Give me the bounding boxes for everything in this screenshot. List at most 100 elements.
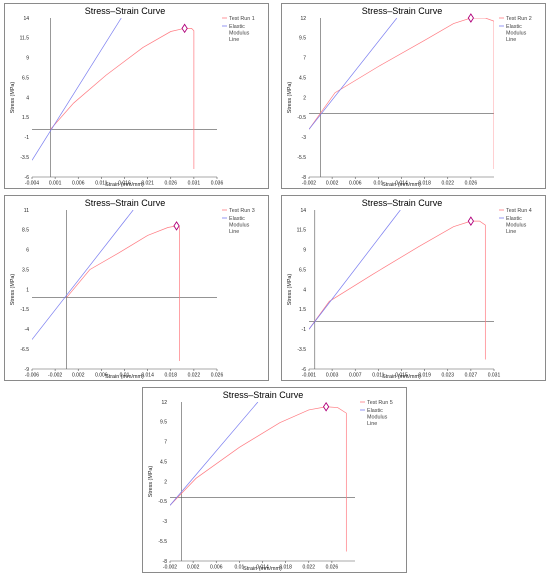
y-tick-label: 4 [26,95,29,101]
y-tick-label: 9.5 [299,36,306,42]
peak-marker [322,401,330,412]
legend-label-elastic: Modulus [229,30,250,36]
peak-marker [467,13,475,23]
legend-label-test-run: Test Run 2 [506,16,532,22]
x-tick-label: 0.011 [372,373,384,379]
y-tick-label: -3 [302,135,307,141]
legend-label-elastic: Elastic [506,24,522,30]
chart-svg: Stress–Strain Curve 14 11.5 9 6.5 4 1.5 -1 -3.5 -… [10,6,255,188]
x-tick-label: -0.002 [48,373,62,379]
chart-svg: Stress–Strain Curve 12 9.5 7 4.5 2 -0.5 -3 -5.5 -… [287,6,532,188]
legend-label-elastic: Elastic [229,216,245,222]
x-tick-label: 0.031 [488,373,501,379]
x-axis-label: Strain (mm/mm) [382,182,421,188]
legend-label-elastic: Modulus [229,222,250,228]
x-tick-label: -0.006 [25,373,39,379]
x-tick-label: 0.006 [349,181,362,187]
chart-svg: Stress–Strain Curve 12 9.5 7 4.5 2 -0.5 -3 -5.5 -… [148,390,393,572]
y-tick-label: -0.5 [158,499,167,505]
y-tick-label: 11.5 [20,36,30,42]
x-tick-label: 0.01 [374,181,384,187]
y-tick-label: 9.5 [160,420,167,426]
test-run-line [66,225,180,362]
x-tick-label: 0.027 [465,373,478,379]
x-tick-label: -0.001 [302,373,316,379]
x-tick-label: 0.006 [72,181,85,187]
y-tick-label: -1 [25,135,30,141]
y-tick-label: 2 [303,95,306,101]
series-group [32,18,195,170]
y-tick-label: 14 [300,208,306,214]
x-tick-label: 0.01 [120,373,130,379]
chart-svg: Stress–Strain Curve 11 8.5 6 3.5 1 -1.5 -4 -6.5 -… [10,198,255,380]
chart-title: Stress–Strain Curve [85,198,166,208]
legend-label-elastic: Line [229,37,239,43]
elastic-modulus-line [32,18,122,161]
x-tick-label: 0.006 [210,565,223,571]
legend-label-elastic: Elastic [229,24,245,30]
chart-panel-5: Stress–Strain Curve 12 9.5 7 4.5 2 -0.5 -3 -5.5 -… [142,387,407,573]
x-tick-label: -0.002 [302,181,316,187]
elastic-modulus-line [170,402,259,506]
y-tick-label: -3.5 [20,155,29,161]
x-tick-label: 0.018 [279,565,292,571]
x-tick-label: 0.014 [395,181,408,187]
y-tick-label: 14 [23,16,29,22]
y-tick-label: -5.5 [297,155,306,161]
test-run-line [309,18,494,170]
x-tick-label: 0.014 [141,373,154,379]
y-axis-label: Stress (MPa) [148,466,154,498]
y-tick-label: 11.5 [297,228,307,234]
y-tick-label: 3.5 [22,267,29,273]
x-tick-label: 0.031 [188,181,201,187]
peak-marker [173,221,180,231]
y-axis-label: Stress (MPa) [287,274,293,306]
legend-label-elastic: Line [506,229,516,235]
legend-label-test-run: Test Run 5 [367,400,393,406]
y-tick-label: -5.5 [158,539,167,545]
y-tick-label: 11 [24,208,29,214]
x-tick-label: 0.014 [256,565,269,571]
chart-panel-2: Stress–Strain Curve 12 9.5 7 4.5 2 -0.5 -3 -5.5 -… [281,3,546,189]
y-tick-label: -6 [25,175,30,181]
chart-title: Stress–Strain Curve [362,198,443,208]
legend-label-test-run: Test Run 1 [229,16,255,22]
legend-label-elastic: Modulus [367,414,388,420]
test-run-line [309,220,486,360]
x-tick-label: 0.026 [465,181,478,187]
x-tick-label: 0.002 [187,565,200,571]
y-axis-label: Stress (MPa) [287,82,293,114]
x-tick-label: 0.023 [441,373,454,379]
x-axis-label: Strain (mm/mm) [243,566,282,572]
x-tick-label: 0.007 [349,373,362,379]
series-group [170,402,347,552]
y-tick-label: 9 [303,248,306,254]
y-tick-label: -8 [302,175,307,181]
series-group [32,210,180,362]
x-tick-label: -0.004 [25,181,39,187]
y-tick-label: 6.5 [22,75,29,81]
y-axis-label: Stress (MPa) [10,82,16,114]
elastic-modulus-line [32,210,134,340]
peak-marker [181,23,188,34]
x-tick-label: 0.001 [49,181,62,187]
y-tick-label: -9 [25,367,30,373]
y-tick-label: 2 [164,479,167,485]
legend-label-elastic: Line [506,37,516,43]
x-tick-label: 0.015 [395,373,408,379]
y-tick-label: 1.5 [22,115,29,121]
y-tick-label: -1.5 [20,307,29,313]
y-tick-label: 6 [26,248,29,254]
y-tick-label: 4.5 [160,459,167,465]
y-tick-label: 12 [161,400,167,406]
x-tick-label: 0.011 [95,181,107,187]
legend-label-elastic: Elastic [367,408,383,414]
y-tick-label: -4 [25,327,30,333]
y-tick-label: 12 [300,16,306,22]
test-run-line [50,27,195,170]
x-tick-label: 0.026 [211,373,224,379]
x-tick-label: 0.022 [441,181,454,187]
x-tick-label: 0.002 [72,373,85,379]
y-tick-label: 4.5 [299,75,306,81]
x-tick-label: 0.026 [164,181,177,187]
